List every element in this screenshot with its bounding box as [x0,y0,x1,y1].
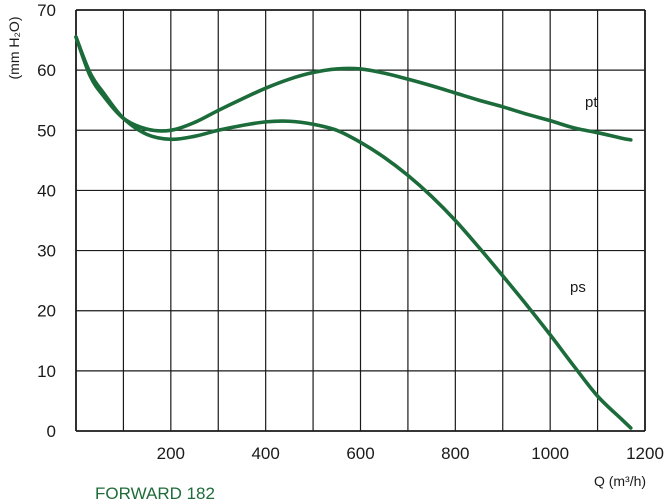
series-line-pt [74,35,633,142]
series-label-ps: ps [570,279,586,296]
x-tick-label: 200 [157,444,185,463]
x-axis-label: Q (m³/h) [594,473,646,489]
x-tick-label: 1000 [531,444,569,463]
y-tick-label: 0 [47,422,56,441]
y-tick-label: 40 [37,181,56,200]
y-tick-label: 20 [37,302,56,321]
y-tick-label: 60 [37,61,56,80]
series-label-pt: pt [585,94,598,111]
model-label: FORWARD 182 [95,484,215,503]
x-tick-label: 1200 [626,444,664,463]
x-tick-label: 400 [251,444,279,463]
x-tick-label: 800 [441,444,469,463]
y-axis-label: (mm H₂O) [6,17,22,80]
y-tick-label: 50 [37,121,56,140]
chart-grid [75,9,646,432]
series-line-ps [74,35,633,430]
x-tick-label: 600 [346,444,374,463]
y-tick-label: 10 [37,362,56,381]
y-tick-label: 30 [37,242,56,261]
chart-ticks: 0 10 20 30 40 50 60 70 200 400 600 800 1000 1200 [37,1,664,463]
chart-curves: pt ps [74,35,633,430]
y-tick-label: 70 [37,1,56,20]
